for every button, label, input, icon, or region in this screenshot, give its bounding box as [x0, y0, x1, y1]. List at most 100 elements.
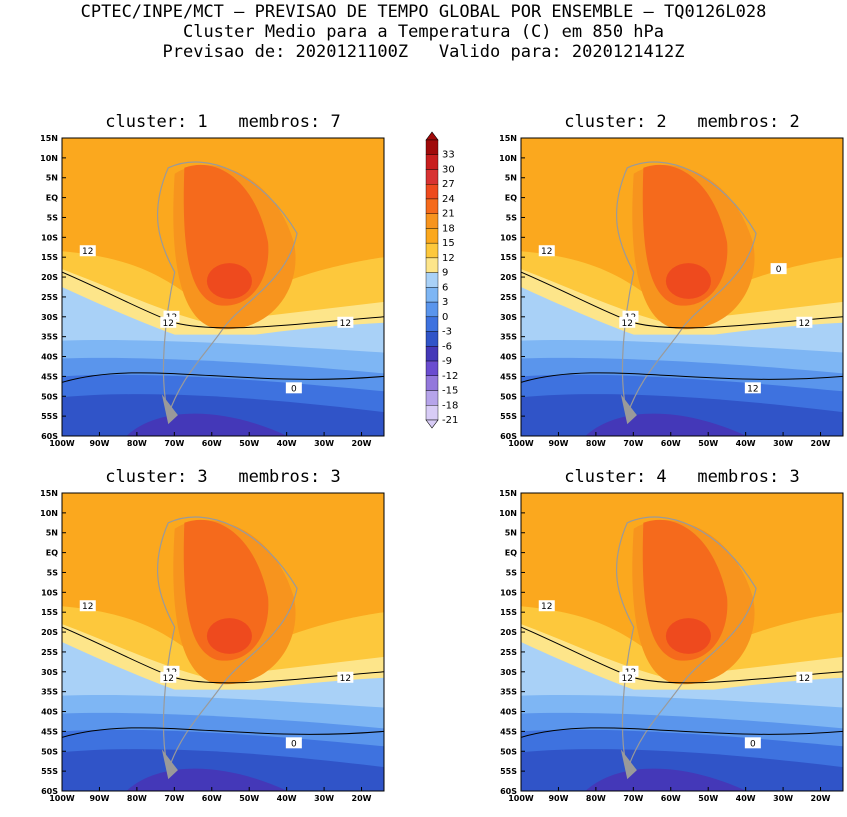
lat-label: 10S — [500, 233, 517, 242]
map-panel-cluster-3: 12121212015N10N5NEQ5S10S15S20S25S30S35S4… — [40, 489, 385, 803]
colorbar-arrow-bottom — [425, 419, 439, 429]
lon-label: 90W — [548, 794, 568, 803]
lat-label: 35S — [500, 333, 517, 342]
lat-label: 55S — [500, 412, 517, 421]
map-panel-cluster-4: 12121212015N10N5NEQ5S10S15S20S25S30S35S4… — [499, 489, 844, 803]
lon-label: 30W — [314, 439, 334, 448]
contour-label: 12 — [744, 382, 761, 394]
svg-text:12: 12 — [340, 674, 351, 684]
colorbar-label: 12 — [442, 253, 455, 264]
lat-label: 55S — [41, 767, 58, 776]
colorbar-label: 6 — [442, 282, 448, 293]
lat-label: 35S — [41, 333, 58, 342]
lat-label: 55S — [41, 412, 58, 421]
lat-label: 5N — [46, 529, 58, 538]
lat-label: 5S — [506, 213, 518, 222]
colorbar-label: 21 — [442, 209, 455, 220]
map-panel-cluster-1: 12121212015N10N5NEQ5S10S15S20S25S30S35S4… — [40, 134, 385, 448]
lon-label: 100W — [508, 439, 534, 448]
lat-label: 10N — [40, 154, 58, 163]
colorbar-label: -6 — [442, 341, 452, 352]
lon-label: 30W — [773, 439, 793, 448]
svg-text:12: 12 — [82, 602, 93, 612]
lat-label: 50S — [500, 747, 517, 756]
lon-label: 70W — [164, 794, 184, 803]
lat-label: EQ — [505, 549, 517, 558]
svg-text:12: 12 — [82, 247, 93, 257]
lon-label: 50W — [239, 794, 259, 803]
lat-label: 35S — [41, 688, 58, 697]
colorbar-swatch — [425, 257, 439, 273]
lon-label: 50W — [698, 439, 718, 448]
colorbar-label: 30 — [442, 164, 455, 175]
contour-label: 12 — [796, 316, 813, 329]
lat-label: 15S — [500, 253, 517, 262]
colorbar-label: 27 — [442, 179, 455, 190]
svg-text:12: 12 — [340, 319, 351, 329]
lat-label: 60S — [41, 432, 58, 441]
lat-label: 10S — [500, 588, 517, 597]
colorbar-swatch — [425, 346, 439, 362]
panel-title-cluster-2: cluster: 2 membros: 2 — [564, 112, 800, 132]
lon-label: 70W — [623, 794, 643, 803]
colorbar-label: 24 — [442, 194, 455, 205]
lat-label: 5S — [506, 568, 518, 577]
lon-label: 40W — [277, 439, 297, 448]
colorbar-swatch — [425, 287, 439, 303]
colorbar-swatch — [425, 272, 439, 288]
lat-label: 40S — [500, 353, 517, 362]
lat-label: 50S — [41, 747, 58, 756]
contour-label: 0 — [285, 737, 302, 749]
lon-label: 60W — [202, 794, 222, 803]
lat-label: EQ — [505, 194, 517, 203]
svg-text:12: 12 — [622, 674, 633, 684]
lon-label: 40W — [736, 439, 756, 448]
lon-label: 20W — [811, 439, 831, 448]
colorbar-swatch — [425, 154, 439, 170]
lat-label: 15S — [500, 608, 517, 617]
colorbar-swatch — [425, 301, 439, 318]
lon-label: 90W — [89, 794, 109, 803]
colorbar-swatch — [425, 390, 439, 406]
lat-label: 20S — [500, 628, 517, 637]
lat-label: EQ — [46, 549, 58, 558]
chart-title-line2: Cluster Medio para a Temperatura (C) em … — [182, 22, 665, 42]
lat-label: 45S — [500, 372, 517, 381]
lat-label: 35S — [500, 688, 517, 697]
lon-label: 50W — [698, 794, 718, 803]
colorbar-label: 18 — [442, 223, 455, 234]
colorbar-label: 9 — [442, 268, 448, 279]
lat-label: 25S — [41, 648, 58, 657]
lat-label: 30S — [500, 668, 517, 677]
contour-label: 12 — [796, 671, 813, 684]
lat-label: 5S — [47, 213, 59, 222]
panel-title-cluster-4: cluster: 4 membros: 3 — [564, 467, 800, 487]
lat-label: 10S — [41, 233, 58, 242]
colorbar-label: -21 — [442, 415, 458, 426]
contour-label: 12 — [619, 671, 636, 684]
svg-text:12: 12 — [541, 602, 552, 612]
lat-label: 5N — [505, 174, 517, 183]
lon-label: 30W — [314, 794, 334, 803]
lat-label: 30S — [41, 668, 58, 677]
colorbar-arrow-top — [425, 131, 439, 141]
contour-label: 12 — [619, 316, 636, 329]
lon-label: 40W — [277, 794, 297, 803]
colorbar-swatch — [425, 375, 439, 391]
colorbar-swatch — [425, 169, 439, 185]
lon-label: 80W — [127, 439, 147, 448]
lat-label: 60S — [500, 432, 517, 441]
svg-text:12: 12 — [799, 319, 810, 329]
contour-label: 12 — [160, 316, 177, 329]
lat-label: 45S — [41, 727, 58, 736]
colorbar-swatch — [425, 184, 439, 200]
contour-label: 0 — [285, 382, 302, 394]
lat-label: 15N — [499, 489, 517, 498]
lat-label: 45S — [41, 372, 58, 381]
contour-label: 12 — [337, 671, 354, 684]
colorbar-swatch — [425, 316, 439, 332]
colorbar-swatch — [425, 198, 439, 214]
svg-text:0: 0 — [291, 739, 297, 749]
colorbar-swatch — [425, 213, 439, 229]
chart-title-line3: Previsao de: 2020121100Z Valido para: 20… — [162, 42, 685, 62]
